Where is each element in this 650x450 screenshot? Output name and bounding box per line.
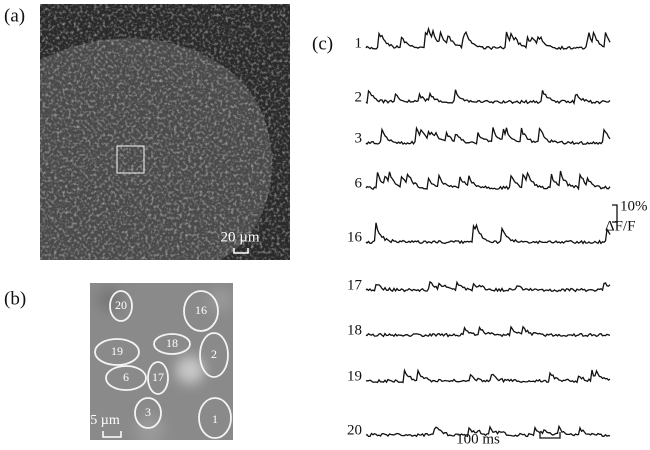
trace-label: 6 — [355, 175, 363, 191]
roi-label: 17 — [152, 370, 164, 384]
trace — [365, 280, 611, 293]
roi-label: 2 — [211, 347, 217, 361]
scale-bar — [102, 431, 122, 438]
trace-label: 1 — [355, 35, 363, 51]
amplitude-unit: ΔF/F — [605, 218, 636, 234]
amplitude-label: 10% — [620, 198, 648, 214]
time-bar — [539, 432, 561, 439]
panel-label: (c) — [312, 33, 333, 54]
roi — [147, 361, 169, 395]
panel-label: (a) — [4, 5, 25, 26]
trace — [365, 26, 611, 51]
roi — [109, 290, 133, 322]
trace-label: 20 — [347, 422, 362, 438]
roi — [183, 290, 219, 332]
roi-label: 6 — [123, 370, 129, 384]
scale-bar — [233, 248, 249, 254]
roi — [94, 338, 140, 366]
amplitude-bar — [612, 204, 618, 223]
trace-label: 18 — [347, 322, 362, 338]
trace — [365, 222, 611, 245]
roi — [134, 397, 162, 429]
roi — [153, 333, 191, 355]
roi — [105, 365, 147, 391]
roi-label: 1 — [212, 412, 218, 426]
trace — [365, 89, 611, 106]
scale-label: 20 µm — [220, 229, 259, 245]
trace-label: 16 — [347, 229, 363, 245]
trace-label: 19 — [347, 368, 362, 384]
roi-label: 20 — [115, 298, 127, 312]
trace — [365, 125, 611, 146]
rois: 20 16 19 18 2 6 17 3 1 — [94, 290, 232, 439]
trace — [365, 170, 611, 191]
trace-label: 3 — [355, 130, 363, 146]
trace-label: 17 — [347, 277, 363, 293]
roi-label: 3 — [145, 405, 151, 419]
trace — [365, 424, 611, 438]
trace — [365, 325, 611, 338]
trace-label: 2 — [355, 89, 363, 105]
roi-label: 18 — [166, 336, 178, 350]
roi-label: 16 — [195, 303, 207, 317]
trace — [365, 368, 611, 384]
time-label: 100 ms — [456, 431, 500, 447]
traces: 1 2 3 6 16 17 18 19 20 — [347, 26, 611, 438]
scale-label: 5 µm — [90, 413, 120, 428]
roi — [198, 397, 232, 439]
texture — [40, 4, 290, 260]
roi-label: 19 — [111, 344, 123, 358]
roi-box — [116, 145, 145, 174]
roi — [199, 332, 229, 378]
panel-label: (b) — [4, 288, 26, 309]
